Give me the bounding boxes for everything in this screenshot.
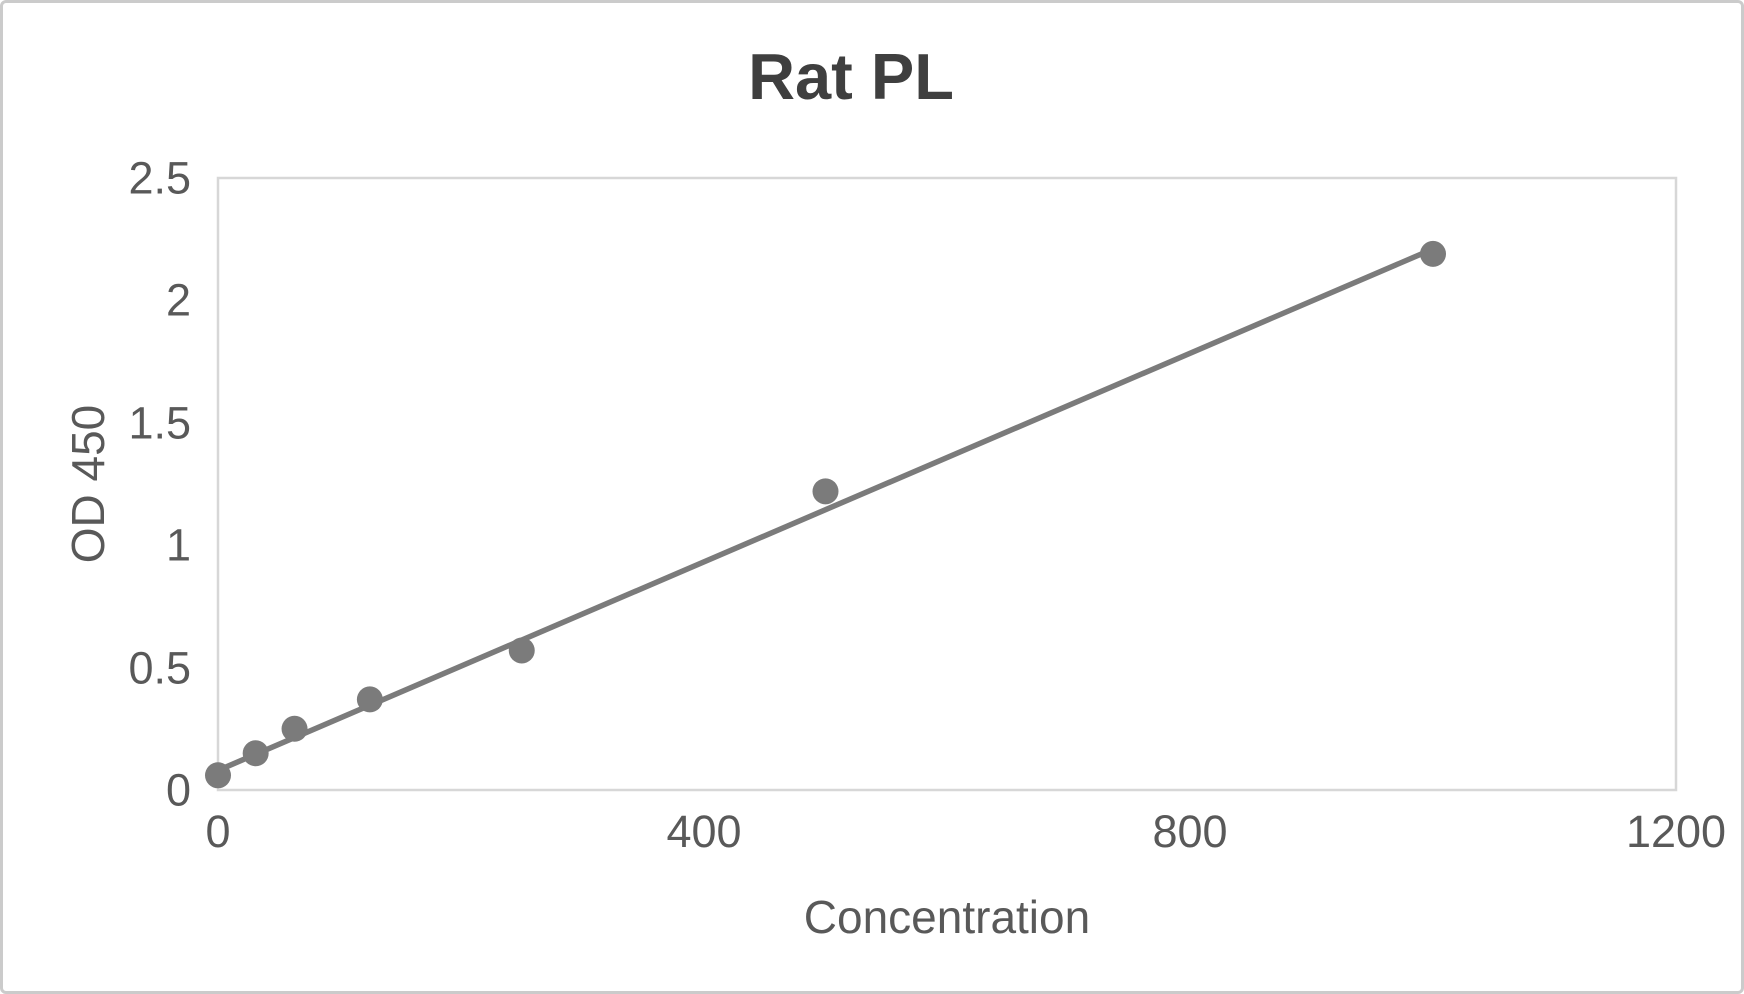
data-point xyxy=(242,740,269,767)
data-point xyxy=(281,715,308,742)
data-point xyxy=(356,686,383,713)
y-tick-label: 0.5 xyxy=(128,642,191,694)
y-tick-label: 2.5 xyxy=(128,152,191,204)
data-point xyxy=(1420,240,1446,267)
x-axis-title: Concentration xyxy=(803,891,1091,943)
plot-frame xyxy=(216,176,1678,792)
y-tick-label: 0 xyxy=(165,764,191,816)
chart-title: Rat PL xyxy=(748,40,954,113)
plot-area xyxy=(205,176,1678,792)
trendline xyxy=(215,246,1436,774)
x-tick-label: 0 xyxy=(205,806,231,857)
x-tick-label: 1200 xyxy=(1625,806,1727,857)
data-point xyxy=(812,478,839,505)
data-point xyxy=(205,762,231,789)
x-tick-label: 400 xyxy=(666,806,742,857)
y-tick-label: 2 xyxy=(165,274,191,326)
y-tick-label: 1 xyxy=(165,519,191,571)
data-point xyxy=(508,637,535,664)
y-tick-label: 1.5 xyxy=(128,397,191,449)
x-tick-label: 800 xyxy=(1152,806,1228,857)
